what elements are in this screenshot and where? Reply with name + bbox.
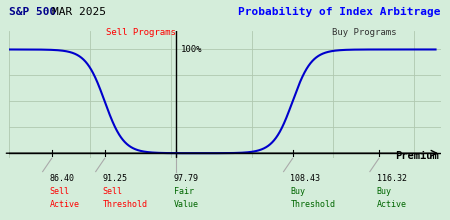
Text: Sell: Sell (50, 187, 69, 196)
Text: Buy: Buy (290, 187, 306, 196)
Text: Threshold: Threshold (290, 200, 335, 209)
Text: 116.32: 116.32 (377, 174, 407, 183)
Text: Threshold: Threshold (103, 200, 148, 209)
Text: Probability of Index Arbitrage: Probability of Index Arbitrage (238, 7, 441, 17)
Text: Sell: Sell (103, 187, 122, 196)
Text: MAR 2025: MAR 2025 (52, 7, 106, 16)
Text: 108.43: 108.43 (290, 174, 320, 183)
Text: 100%: 100% (180, 45, 202, 54)
Text: Value: Value (174, 200, 199, 209)
Text: Buy Programs: Buy Programs (332, 28, 396, 37)
Text: Premium: Premium (395, 151, 439, 161)
Text: Sell Programs: Sell Programs (105, 28, 176, 37)
Text: Buy: Buy (377, 187, 392, 196)
Text: S&P 500: S&P 500 (9, 7, 56, 16)
Text: 91.25: 91.25 (103, 174, 127, 183)
Text: Active: Active (377, 200, 407, 209)
Text: Fair: Fair (174, 187, 194, 196)
Text: 86.40: 86.40 (50, 174, 74, 183)
Text: Active: Active (50, 200, 79, 209)
Text: 97.79: 97.79 (174, 174, 199, 183)
